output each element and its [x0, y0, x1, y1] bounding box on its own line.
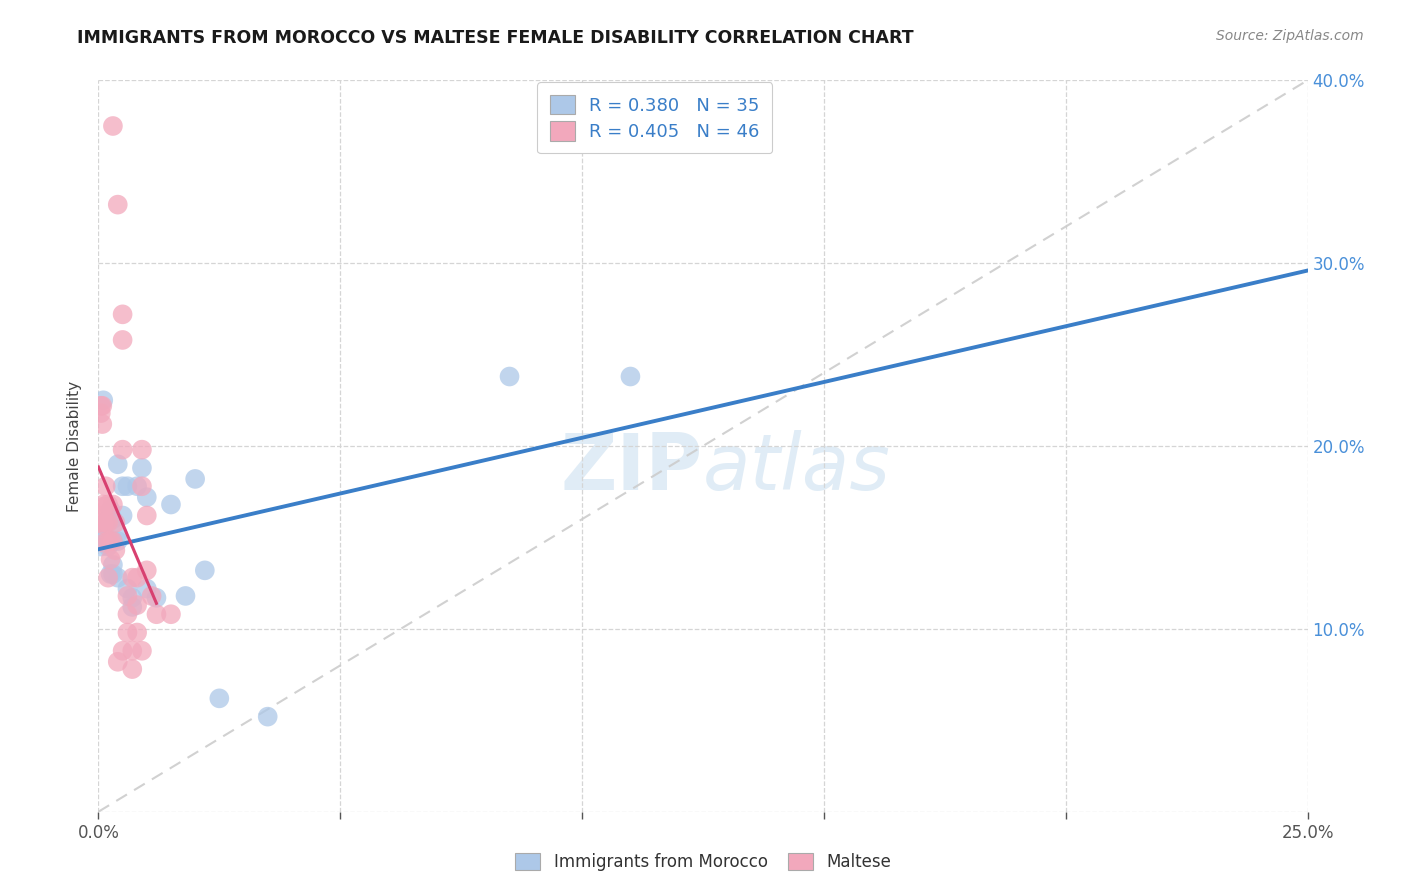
- Point: [91, 417, 114, 431]
- Point: [174, 589, 197, 603]
- Point: [160, 607, 183, 622]
- Legend: R = 0.380   N = 35, R = 0.405   N = 46: R = 0.380 N = 35, R = 0.405 N = 46: [537, 82, 772, 153]
- Point: [91, 393, 114, 408]
- Point: [127, 625, 149, 640]
- Point: [107, 197, 129, 211]
- Point: [117, 607, 139, 622]
- Y-axis label: Female Disability: Female Disability: [67, 380, 83, 512]
- Point: [111, 479, 134, 493]
- Point: [101, 558, 124, 572]
- Point: [131, 442, 153, 457]
- Point: [160, 498, 183, 512]
- Point: [135, 490, 157, 504]
- Point: [89, 516, 111, 530]
- Point: [111, 333, 134, 347]
- Text: Source: ZipAtlas.com: Source: ZipAtlas.com: [1216, 29, 1364, 43]
- Point: [121, 599, 143, 614]
- Point: [101, 567, 124, 582]
- Point: [184, 472, 207, 486]
- Point: [97, 512, 120, 526]
- Point: [101, 119, 124, 133]
- Point: [121, 644, 143, 658]
- Point: [104, 543, 127, 558]
- Point: [135, 563, 157, 577]
- Point: [121, 571, 143, 585]
- Point: [107, 571, 129, 585]
- Point: [111, 307, 134, 321]
- Point: [91, 399, 114, 413]
- Legend: Immigrants from Morocco, Maltese: Immigrants from Morocco, Maltese: [508, 845, 898, 880]
- Point: [90, 540, 112, 554]
- Point: [101, 534, 124, 549]
- Point: [111, 508, 134, 523]
- Point: [208, 691, 231, 706]
- Point: [194, 563, 217, 577]
- Point: [97, 534, 120, 549]
- Point: [107, 655, 129, 669]
- Point: [100, 534, 122, 549]
- Point: [93, 536, 115, 550]
- Point: [104, 516, 127, 530]
- Point: [91, 517, 114, 532]
- Point: [141, 589, 163, 603]
- Point: [256, 709, 278, 723]
- Point: [100, 567, 122, 582]
- Point: [101, 512, 124, 526]
- Point: [93, 500, 115, 514]
- Point: [135, 582, 157, 596]
- Point: [100, 503, 122, 517]
- Point: [97, 571, 120, 585]
- Point: [131, 644, 153, 658]
- Text: ZIP: ZIP: [561, 430, 703, 506]
- Point: [121, 591, 143, 605]
- Point: [97, 498, 120, 512]
- Point: [135, 508, 157, 523]
- Point: [127, 571, 149, 585]
- Point: [97, 516, 120, 530]
- Point: [100, 552, 122, 566]
- Text: IMMIGRANTS FROM MOROCCO VS MALTESE FEMALE DISABILITY CORRELATION CHART: IMMIGRANTS FROM MOROCCO VS MALTESE FEMAL…: [77, 29, 914, 46]
- Point: [117, 589, 139, 603]
- Point: [90, 406, 112, 420]
- Point: [101, 534, 124, 549]
- Point: [117, 625, 139, 640]
- Point: [145, 607, 167, 622]
- Point: [131, 479, 153, 493]
- Point: [94, 530, 117, 544]
- Point: [117, 582, 139, 596]
- Point: [107, 457, 129, 471]
- Point: [127, 598, 149, 612]
- Point: [145, 591, 167, 605]
- Point: [117, 479, 139, 493]
- Point: [101, 498, 124, 512]
- Point: [91, 521, 114, 535]
- Point: [131, 461, 153, 475]
- Point: [127, 479, 149, 493]
- Point: [91, 508, 114, 523]
- Point: [121, 662, 143, 676]
- Point: [107, 534, 129, 549]
- Point: [111, 442, 134, 457]
- Point: [498, 369, 520, 384]
- Point: [107, 526, 129, 541]
- Point: [91, 498, 114, 512]
- Point: [97, 540, 120, 554]
- Point: [619, 369, 641, 384]
- Point: [94, 479, 117, 493]
- Text: atlas: atlas: [703, 430, 891, 506]
- Point: [111, 644, 134, 658]
- Point: [94, 516, 117, 530]
- Point: [90, 399, 112, 413]
